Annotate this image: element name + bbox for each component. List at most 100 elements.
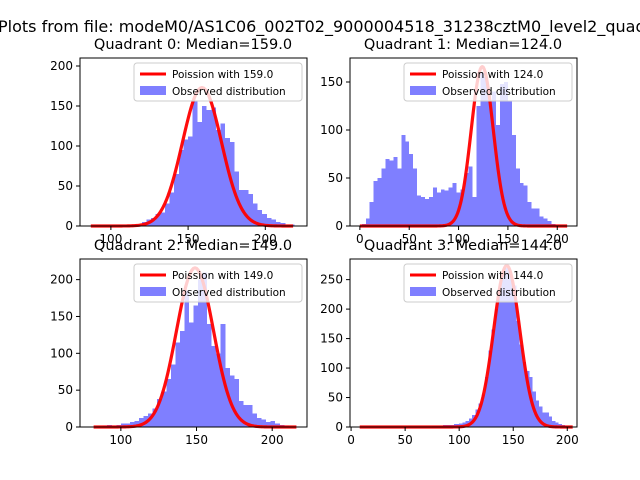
hist-bar	[175, 342, 180, 427]
hist-bar	[247, 404, 253, 427]
legend-observed-label: Observed distribution	[442, 86, 556, 98]
hist-bar	[503, 82, 508, 226]
legend-observed-swatch	[140, 86, 166, 95]
hist-bar	[519, 182, 524, 226]
panel-quadrant-0: 100 150 200 0 50 100 150 200 Poission with 159.0…	[50, 37, 308, 246]
x-tick-label: 0	[347, 433, 355, 447]
x-tick-label: 150	[185, 433, 208, 447]
x-tick-label: 200	[546, 232, 569, 246]
hist-bar	[546, 416, 553, 427]
x-tick-label: 50	[397, 433, 412, 447]
y-tick-label: 0	[65, 420, 73, 434]
hist-bar	[432, 187, 437, 226]
y-tick-label: 150	[320, 332, 343, 346]
hist-bar	[494, 309, 501, 427]
hist-bar	[491, 329, 498, 427]
figure-suptitle: Plots from file: modeM0/AS1C06_002T02_90…	[0, 17, 640, 37]
hist-bar	[514, 320, 520, 427]
hist-bar	[238, 401, 244, 427]
hist-bar	[234, 379, 239, 427]
hist-bar	[225, 138, 230, 226]
hist-bar	[511, 285, 517, 427]
hist-bar	[472, 197, 477, 226]
hist-bar	[266, 218, 272, 226]
x-tick-label: 100	[99, 232, 122, 246]
x-tick-label: 200	[261, 433, 284, 447]
hist-bar	[262, 214, 267, 226]
hist-bar	[188, 136, 193, 226]
hist-bar	[527, 202, 532, 226]
hist-bar	[488, 101, 493, 226]
x-tick-label: 50	[402, 232, 417, 246]
hist-bar	[271, 219, 277, 226]
legend-observed-label: Observed distribution	[172, 287, 286, 299]
hist-bar	[511, 134, 516, 226]
hist-bar	[440, 189, 445, 226]
hist-bar	[500, 83, 504, 226]
hist-bar	[201, 106, 207, 226]
hist-bar	[151, 218, 156, 226]
hist-bar	[192, 101, 198, 226]
legend-poisson-label: Poission with 159.0	[172, 69, 273, 81]
hist-bar	[448, 187, 453, 226]
axes-frame	[349, 258, 578, 428]
x-tick-label: 100	[109, 433, 132, 447]
x-tick-label: 0	[356, 232, 364, 246]
hist-bar	[481, 394, 488, 427]
x-tick-label: 100	[448, 433, 471, 447]
x-tick-label: 150	[496, 232, 519, 246]
hist-bar	[369, 202, 374, 226]
hist-bar	[252, 203, 258, 226]
hist-bar	[520, 362, 527, 427]
hist-bar	[517, 344, 523, 427]
y-tick-label: 150	[320, 75, 343, 89]
hist-bar	[216, 353, 221, 427]
hist-bar	[515, 168, 520, 226]
hist-bar	[157, 399, 162, 427]
hist-bar	[170, 364, 176, 427]
hist-bar	[527, 376, 533, 427]
hist-bar	[198, 279, 203, 427]
panel-title: Quadrant 3: Median=144.0	[364, 238, 562, 254]
hist-bar	[397, 168, 402, 226]
legend-observed-swatch	[410, 86, 436, 95]
hist-bar	[188, 322, 194, 427]
legend-poisson-label: Poission with 124.0	[442, 69, 543, 81]
panel-quadrant-2: 100 150 200 0 50 100 150 200 Poission with 149.0…	[50, 238, 308, 447]
legend-box	[133, 263, 303, 303]
hist-bar	[276, 222, 281, 226]
hist-bar	[211, 107, 216, 226]
y-tick-label: 50	[58, 179, 73, 193]
hist-bar	[125, 423, 130, 427]
hist-bar	[401, 134, 406, 226]
hist-bar	[549, 421, 556, 427]
hist-bar	[184, 290, 189, 427]
legend-observed-label: Observed distribution	[442, 287, 556, 299]
hist-bar	[211, 345, 217, 427]
y-tick-label: 100	[320, 361, 343, 375]
hist-bar	[476, 106, 481, 226]
hist-bar	[243, 404, 248, 427]
y-tick-label: 50	[328, 171, 343, 185]
hist-bar	[197, 122, 202, 226]
hist-bar	[417, 195, 422, 226]
panel-quadrant-3: 0 50 100 150 200 0 50 100 150 200 250 Poission with…	[320, 238, 579, 447]
y-tick-label: 50	[58, 383, 73, 397]
hist-bar	[166, 379, 171, 427]
axes-frame	[79, 258, 308, 428]
hist-bar	[160, 212, 165, 226]
hist-bar	[220, 123, 226, 226]
hist-bar	[252, 413, 258, 427]
hist-bar	[475, 409, 481, 427]
hist-bar	[206, 110, 212, 226]
hist-bar	[261, 419, 267, 427]
hist-bar	[169, 192, 175, 226]
legend-poisson-label: Poission with 149.0	[172, 270, 273, 282]
y-tick-label: 50	[328, 391, 343, 405]
hist-bar	[178, 150, 184, 226]
legend-poisson-label: Poission with 144.0	[442, 270, 543, 282]
hist-bar	[540, 412, 546, 427]
y-tick-label: 200	[50, 59, 73, 73]
hist-bar	[179, 331, 185, 427]
hist-bar	[421, 197, 426, 226]
